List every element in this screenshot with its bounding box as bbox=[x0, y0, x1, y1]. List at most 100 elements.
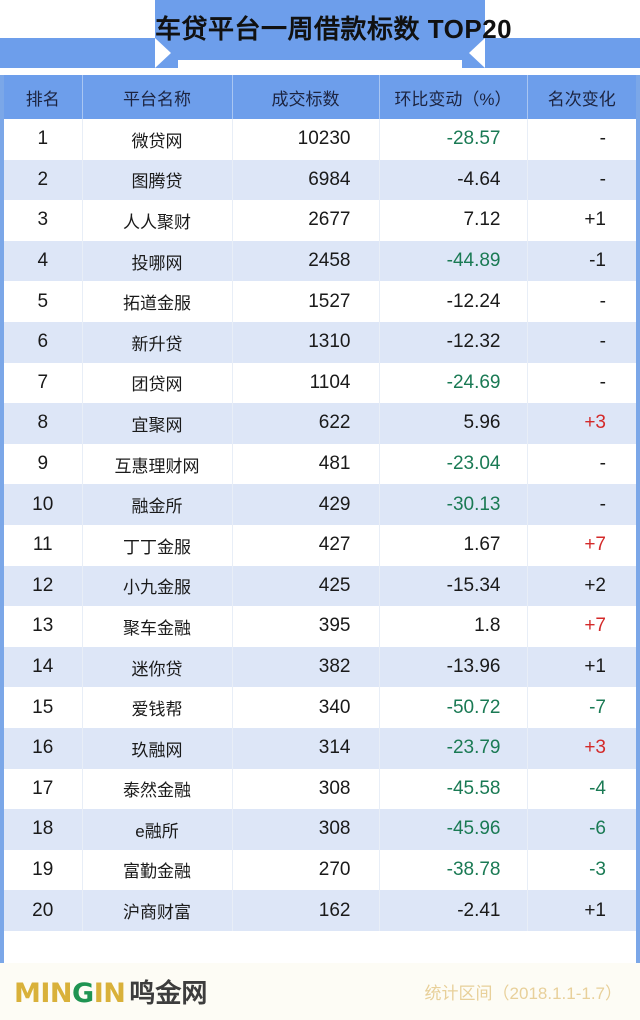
ranking-table: 排名 平台名称 成交标数 环比变动（%） 名次变化 1 微贷网 10230 -28.5… bbox=[4, 75, 636, 931]
table-row: 9 互惠理财网 481 -23.04- bbox=[4, 443, 636, 485]
cell-rank-change: +1 bbox=[527, 200, 636, 241]
cell-change-percent: -12.24 bbox=[379, 281, 528, 322]
cell-rank-change: - bbox=[527, 119, 636, 160]
logo-text-in: IN bbox=[93, 978, 126, 1009]
cell-change-percent: 1.67 bbox=[379, 524, 528, 566]
table-row: 18 e融所 308 -45.96 -6 bbox=[4, 809, 636, 850]
table-row: 19 富勤金融 270 -38.78 -3 bbox=[4, 849, 636, 891]
cell-rank-change: +2 bbox=[527, 565, 636, 607]
cell-platform-name: 新升贷 bbox=[82, 321, 233, 363]
cell-change-percent: -2.41 bbox=[379, 890, 528, 931]
cell-platform-name: 图腾贷 bbox=[82, 159, 233, 201]
cell-rank-change: +3 bbox=[527, 727, 636, 769]
cell-rank: 14 bbox=[4, 646, 83, 688]
cell-deal-count: 1104 bbox=[232, 362, 380, 404]
cell-platform-name: 拓道金服 bbox=[82, 281, 233, 322]
cell-change-percent: -24.69 bbox=[379, 362, 528, 404]
cell-rank: 18 bbox=[4, 809, 83, 850]
cell-rank-change: - bbox=[527, 484, 636, 525]
table-row: 17 泰然金融 308 -45.58 -4 bbox=[4, 768, 636, 810]
cell-change-percent: 1.8 bbox=[379, 606, 528, 647]
cell-rank: 17 bbox=[4, 768, 83, 810]
stat-period-note: 统计区间（2018.1.1-1.7） bbox=[424, 984, 622, 1003]
mingjin-logo: MIN G IN 鸣金网 bbox=[14, 973, 207, 1010]
ranking-table-frame: 排名 平台名称 成交标数 环比变动（%） 名次变化 1 微贷网 10230 -28.5… bbox=[0, 75, 640, 1020]
ribbon-notch-right-icon bbox=[469, 38, 485, 68]
cell-rank-change: -1 bbox=[527, 240, 636, 282]
cell-rank: 19 bbox=[4, 849, 83, 891]
cell-deal-count: 308 bbox=[232, 809, 380, 850]
cell-deal-count: 270 bbox=[232, 849, 380, 891]
table-row: 2 图腾贷 6984 -4.64- bbox=[4, 159, 636, 201]
cell-rank: 15 bbox=[4, 687, 83, 728]
cell-change-percent: -30.13 bbox=[379, 484, 528, 525]
cell-deal-count: 395 bbox=[232, 606, 380, 647]
cell-platform-name: 微贷网 bbox=[82, 119, 233, 160]
cell-rank-change: -3 bbox=[527, 849, 636, 891]
cell-rank-change: -6 bbox=[527, 809, 636, 850]
cell-platform-name: 互惠理财网 bbox=[82, 443, 233, 485]
cell-rank-change: -4 bbox=[527, 768, 636, 810]
cell-deal-count: 2458 bbox=[232, 240, 380, 282]
table-row: 3 人人聚财 2677 7.12 +1 bbox=[4, 200, 636, 241]
ribbon-tail-left bbox=[0, 38, 178, 68]
cell-platform-name: 迷你贷 bbox=[82, 646, 233, 688]
cell-deal-count: 427 bbox=[232, 524, 380, 566]
cell-platform-name: 富勤金融 bbox=[82, 849, 233, 891]
ribbon-notch-left-icon bbox=[155, 38, 171, 68]
cell-platform-name: 丁丁金服 bbox=[82, 524, 233, 566]
cell-rank: 9 bbox=[4, 443, 83, 485]
cell-platform-name: 投哪网 bbox=[82, 240, 233, 282]
cell-platform-name: 人人聚财 bbox=[82, 200, 233, 241]
cell-rank: 11 bbox=[4, 524, 83, 566]
cell-change-percent: -23.04 bbox=[379, 443, 528, 485]
table-row: 4 投哪网 2458 -44.89 -1 bbox=[4, 240, 636, 282]
cell-deal-count: 481 bbox=[232, 443, 380, 485]
cell-rank: 20 bbox=[4, 890, 83, 931]
logo-text-g: G bbox=[72, 978, 94, 1009]
cell-rank-change: +7 bbox=[527, 524, 636, 566]
cell-rank-change: - bbox=[527, 321, 636, 363]
cell-change-percent: -28.57 bbox=[379, 119, 528, 160]
cell-rank-change: - bbox=[527, 362, 636, 404]
cell-rank-change: +1 bbox=[527, 646, 636, 688]
cell-deal-count: 429 bbox=[232, 484, 380, 525]
table-row: 13 聚车金融 395 1.8 +7 bbox=[4, 606, 636, 647]
title-banner: 车贷平台一周借款标数 TOP20 bbox=[0, 0, 640, 75]
cell-change-percent: -50.72 bbox=[379, 687, 528, 728]
table-row: 15 爱钱帮 340 -50.72 -7 bbox=[4, 687, 636, 728]
column-header-change-pct: 环比变动（%） bbox=[379, 75, 528, 119]
cell-change-percent: -45.58 bbox=[379, 768, 528, 810]
cell-change-percent: -23.79 bbox=[379, 727, 528, 769]
table-row: 11 丁丁金服 427 1.67 +7 bbox=[4, 524, 636, 566]
cell-change-percent: -15.34 bbox=[379, 565, 528, 607]
cell-deal-count: 2677 bbox=[232, 200, 380, 241]
ribbon-plaque bbox=[155, 0, 485, 60]
cell-rank: 5 bbox=[4, 281, 83, 322]
column-header-platform: 平台名称 bbox=[82, 75, 233, 119]
cell-deal-count: 1527 bbox=[232, 281, 380, 322]
table-row: 8 宜聚网 622 5.96 +3 bbox=[4, 403, 636, 444]
cell-deal-count: 425 bbox=[232, 565, 380, 607]
cell-change-percent: -38.78 bbox=[379, 849, 528, 891]
cell-platform-name: 沪商财富 bbox=[82, 890, 233, 931]
cell-rank: 4 bbox=[4, 240, 83, 282]
cell-rank: 16 bbox=[4, 727, 83, 769]
cell-rank: 3 bbox=[4, 200, 83, 241]
page-title: 车贷平台一周借款标数 TOP20 bbox=[155, 14, 513, 44]
cell-rank-change: -7 bbox=[527, 687, 636, 728]
table-row: 16 玖融网 314 -23.79 +3 bbox=[4, 727, 636, 769]
cell-deal-count: 340 bbox=[232, 687, 380, 728]
cell-change-percent: 5.96 bbox=[379, 403, 528, 444]
column-header-rank-change: 名次变化 bbox=[527, 75, 636, 119]
cell-platform-name: 宜聚网 bbox=[82, 403, 233, 444]
cell-change-percent: -4.64 bbox=[379, 159, 528, 201]
cell-rank-change: +7 bbox=[527, 606, 636, 647]
cell-deal-count: 10230 bbox=[232, 119, 380, 160]
table-header: 排名 平台名称 成交标数 环比变动（%） 名次变化 bbox=[4, 75, 636, 119]
table-row: 6 新升贷 1310 -12.32- bbox=[4, 321, 636, 363]
cell-deal-count: 314 bbox=[232, 727, 380, 769]
cell-rank: 2 bbox=[4, 159, 83, 201]
cell-rank-change: - bbox=[527, 159, 636, 201]
